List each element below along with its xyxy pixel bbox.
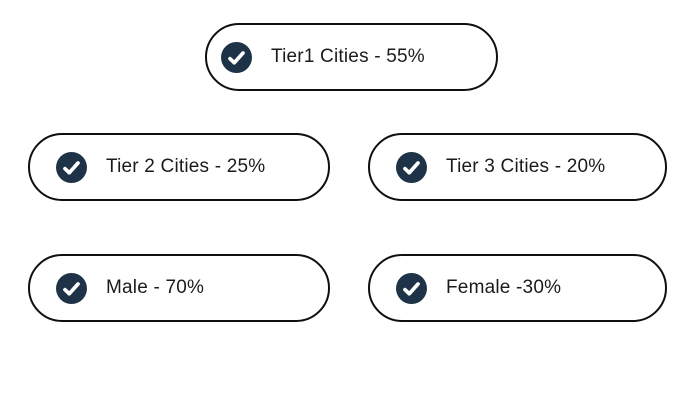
stat-label: Tier1 Cities - 55%	[271, 46, 425, 67]
stat-pill-tier3-cities: Tier 3 Cities - 20%	[368, 133, 667, 201]
stat-label: Tier 2 Cities - 25%	[106, 156, 266, 177]
stat-pill-female: Female -30%	[368, 254, 667, 322]
check-circle-icon	[56, 272, 87, 304]
check-circle-icon	[221, 41, 252, 73]
check-circle-icon	[56, 151, 87, 183]
stat-label: Female -30%	[446, 277, 562, 298]
stat-pill-tier2-cities: Tier 2 Cities - 25%	[28, 133, 330, 201]
stat-pill-male: Male - 70%	[28, 254, 330, 322]
check-circle-icon	[396, 272, 427, 304]
stat-label: Male - 70%	[106, 277, 205, 298]
check-circle-icon	[396, 151, 427, 183]
stat-pill-tier1-cities: Tier1 Cities - 55%	[205, 23, 498, 91]
stat-label: Tier 3 Cities - 20%	[446, 156, 606, 177]
